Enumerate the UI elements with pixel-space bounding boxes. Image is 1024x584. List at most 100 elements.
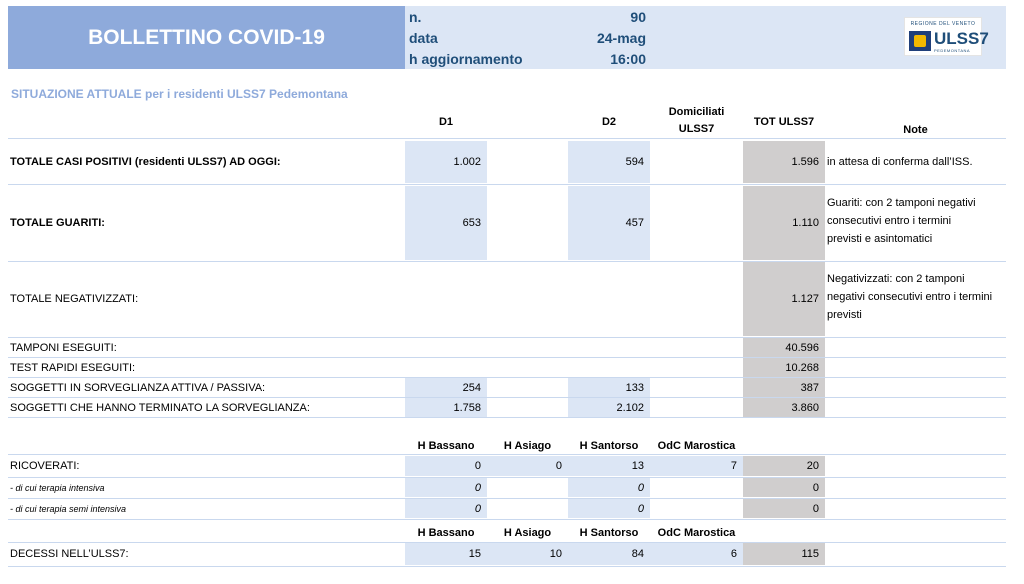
cell-bg [568,378,650,397]
cell-bg [743,398,825,417]
col-header-h-asiago: H Asiago [503,440,552,452]
info-number-label: n. [409,9,422,25]
cell-bg [743,186,825,260]
divider [8,337,1006,338]
cell-bg [743,358,825,377]
divider [8,417,1006,418]
value-guariti-tot: 1.110 [792,217,819,229]
cell-bg [405,478,487,497]
note-positivi: in attesa di conferma dall’ISS. [827,156,973,168]
row-label-tamponi: TAMPONI ESEGUITI: [10,341,117,354]
note-negativizzati: Negativizzati: con 2 tamponi negativi co… [827,273,993,321]
row-label-negativizzati: TOTALE NEGATIVIZZATI: [10,293,139,305]
col-header-dom-line1: Domiciliati [668,106,725,118]
row-label-decessi: DECESSI NELL’ULSS7: [10,548,129,560]
cell-bg [650,543,743,565]
cell-bg [743,378,825,397]
col-header-dom-line2: ULSS7 [678,123,715,135]
cell-bg [743,262,825,336]
row-label-sorveglianza: SOGGETTI IN SORVEGLIANZA ATTIVA / PASSIV… [10,381,266,394]
divider [8,138,1006,139]
value-decessi-santorso: 84 [631,548,644,560]
cell-bg [568,543,650,565]
row-label-positivi: TOTALE CASI POSITIVI (residenti ULSS7) A… [10,156,281,168]
cell-bg [568,186,650,260]
divider [8,542,1006,543]
divider [8,377,1006,378]
col-header-odc-marostica: OdC Marostica [657,440,736,452]
cell-bg [405,186,487,260]
divider [8,477,1006,478]
cell-bg [743,478,825,497]
value-sorveglianza-d1: 254 [462,381,481,394]
value-ricoverati-tot: 20 [806,460,819,472]
value-ricoverati-bassano: 0 [474,460,481,472]
value-positivi-tot: 1.596 [791,156,819,168]
value-terminato-tot: 3.860 [791,401,819,414]
info-number-value: 90 [630,9,646,25]
divider [8,566,1006,567]
value-ricoverati-marostica: 7 [730,460,737,472]
value-decessi-marostica: 6 [730,548,737,560]
region-emblem-icon [909,31,931,51]
info-date-label: data [409,30,438,46]
cell-bg [743,543,825,565]
cell-bg [568,456,650,476]
cell-bg [405,543,487,565]
value-tamponi-tot: 40.596 [785,341,819,354]
col-header-odc-marostica-2: OdC Marostica [657,527,736,539]
col-header-d2: D2 [601,116,617,128]
row-label-test-rapidi: TEST RAPIDI ESEGUITI: [10,361,136,374]
divider [8,357,1006,358]
divider [8,261,1006,262]
value-decessi-tot: 115 [801,548,819,560]
value-sorveglianza-d2: 133 [625,381,644,394]
cell-bg [743,456,825,476]
value-intensiva-tot: 0 [812,481,819,494]
cell-bg [487,543,568,565]
value-intensiva-santorso: 0 [637,481,644,494]
row-label-guariti: TOTALE GUARITI: [10,217,105,229]
value-semi-intensiva-tot: 0 [812,502,819,515]
cell-bg [405,141,487,183]
divider [8,498,1006,499]
row-label-terminato: SOGGETTI CHE HANNO TERMINATO LA SORVEGLI… [10,401,310,414]
cell-bg [568,499,650,518]
divider [8,184,1006,185]
info-time-value: 16:00 [610,51,646,67]
col-header-h-santorso: H Santorso [579,440,639,452]
cell-bg [650,456,743,476]
divider [8,519,1006,520]
cell-bg [568,141,650,183]
col-header-h-bassano: H Bassano [417,440,475,452]
cell-bg [405,378,487,397]
cell-bg [568,478,650,497]
value-sorveglianza-tot: 387 [800,381,819,394]
col-header-h-asiago-2: H Asiago [503,527,552,539]
col-header-h-santorso-2: H Santorso [579,527,639,539]
cell-bg [487,456,568,476]
cell-bg [743,499,825,518]
cell-bg [405,398,487,417]
col-header-note: Note [903,124,928,136]
value-ricoverati-santorso: 13 [631,460,644,472]
value-terminato-d2: 2.102 [616,401,644,414]
note-guariti: Guariti: con 2 tamponi negativi consecut… [827,197,976,245]
value-guariti-d1: 653 [462,217,481,229]
col-header-h-bassano-2: H Bassano [417,527,475,539]
info-date-value: 24-mag [596,30,646,46]
row-label-ricoverati: RICOVERATI: [10,460,80,472]
logo-sub: PEDEMONTANA [934,48,971,53]
cell-bg [743,141,825,183]
value-decessi-asiago: 10 [549,548,562,560]
row-label-intensiva: - di cui terapia intensiva [10,482,105,493]
cell-bg [743,338,825,357]
divider [8,454,1006,455]
section-title: SITUAZIONE ATTUALE per i residenti ULSS7… [11,87,348,101]
value-intensiva-bassano: 0 [474,481,481,494]
bulletin-title: BOLLETTINO COVID-19 [8,6,405,69]
ulss7-logo: REGIONE DEL VENETO ULSS7 PEDEMONTANA [904,17,989,56]
col-header-d1: D1 [438,116,454,128]
value-terminato-d1: 1.758 [453,401,481,414]
cell-bg [405,499,487,518]
